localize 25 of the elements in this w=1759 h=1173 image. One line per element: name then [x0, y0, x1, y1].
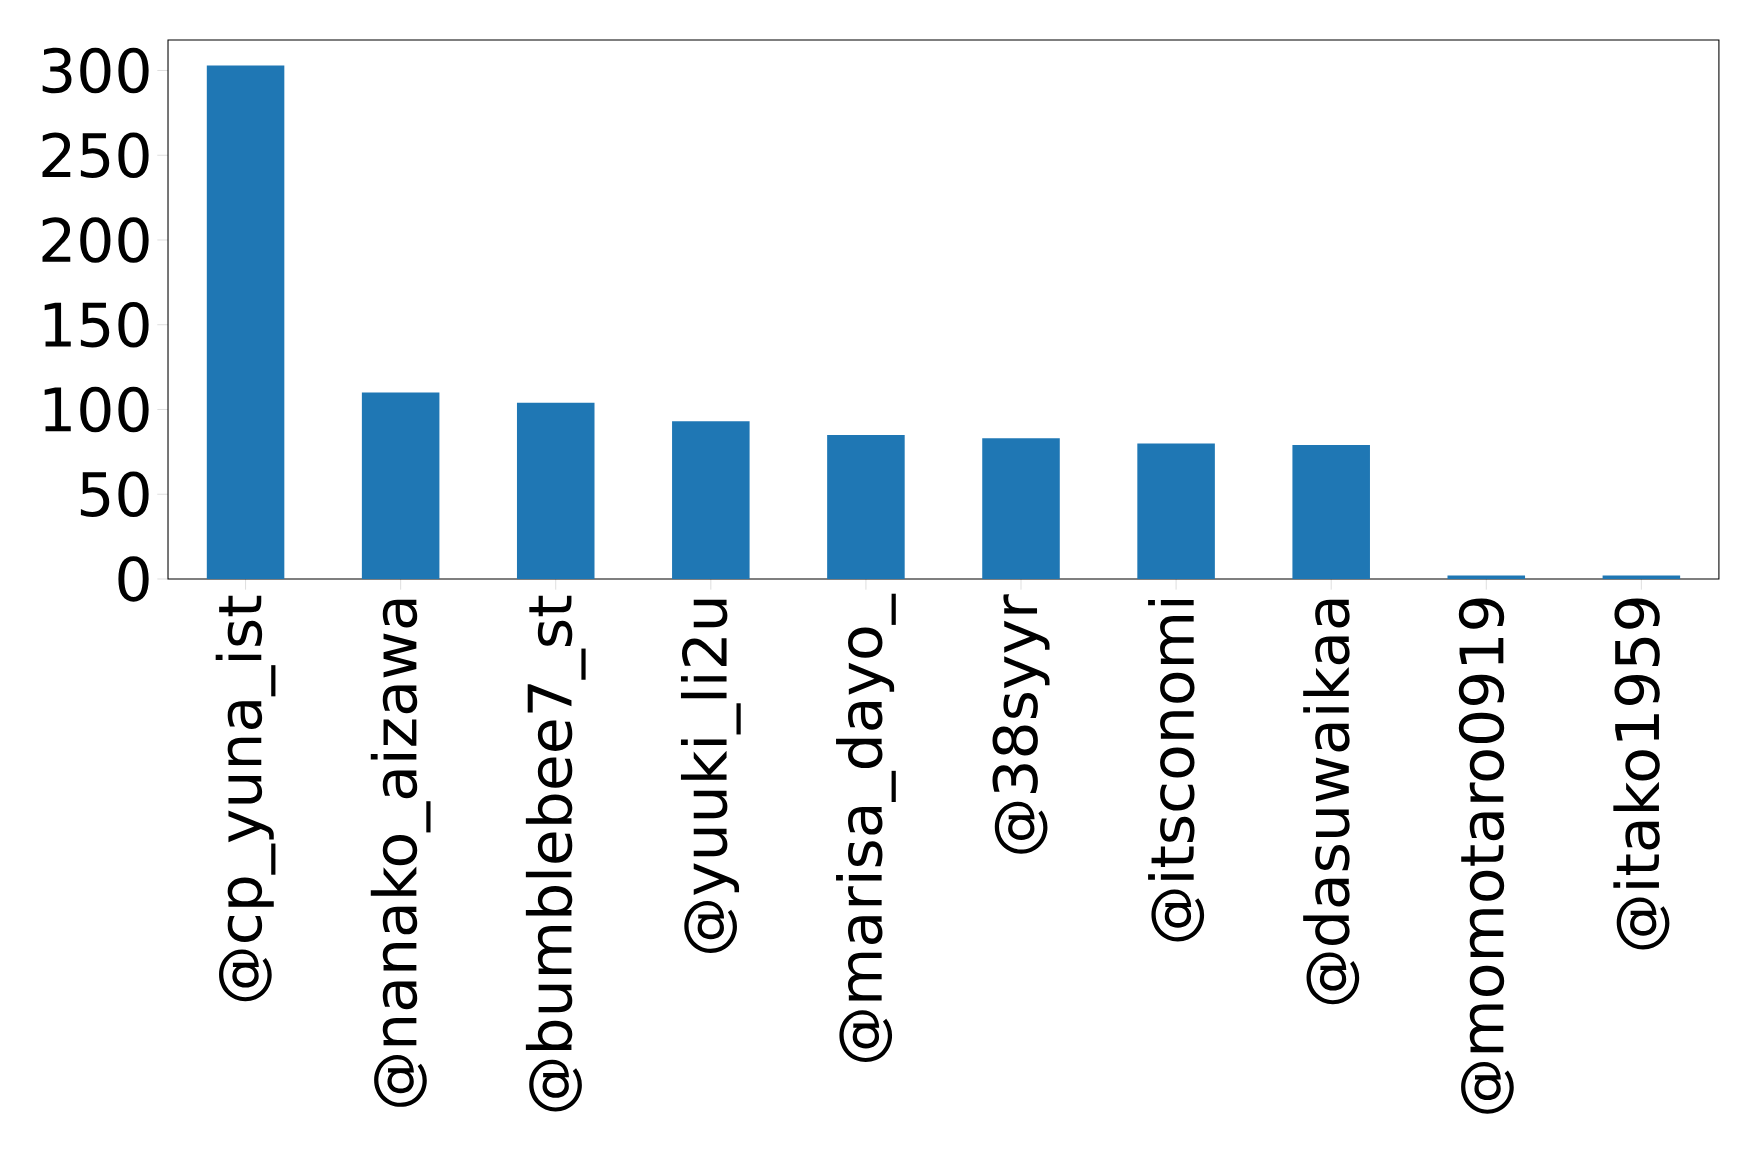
x-tick-label: @nanako_aizawa: [370, 599, 431, 1107]
bar: [672, 421, 750, 579]
x-tick-label: @bumblebee7_st: [525, 595, 586, 1112]
bar: [827, 434, 905, 579]
bar: [1137, 443, 1215, 579]
bar: [982, 438, 1060, 579]
x-tick-label: @cp_yuna_ist: [215, 595, 276, 1002]
y-tick-label: 300: [42, 47, 149, 94]
y-tick-label: 150: [44, 302, 149, 348]
y-tick-label: 250: [42, 132, 149, 178]
x-tick-label: @dasuwaikaa: [1303, 599, 1360, 1005]
bar: [516, 402, 595, 579]
x-tick-label: @38syyr: [992, 594, 1050, 854]
x-tick-label: @marisa_dayo_: [836, 593, 896, 1063]
bar: [1292, 445, 1370, 579]
y-tick-label: 0: [118, 556, 149, 602]
y-tick-label: 200: [42, 217, 149, 263]
bar: [206, 65, 285, 579]
bar: [361, 392, 440, 579]
y-tick-label: 50: [80, 471, 149, 517]
x-tick-label: @itako1959: [1613, 598, 1670, 950]
y-tick-label: 100: [44, 386, 149, 433]
x-tick-label: @momotaro0919: [1458, 598, 1514, 1114]
x-tick-label: @yuuki_li2u: [680, 599, 741, 953]
x-tick-label: @itsconomi: [1148, 599, 1205, 942]
